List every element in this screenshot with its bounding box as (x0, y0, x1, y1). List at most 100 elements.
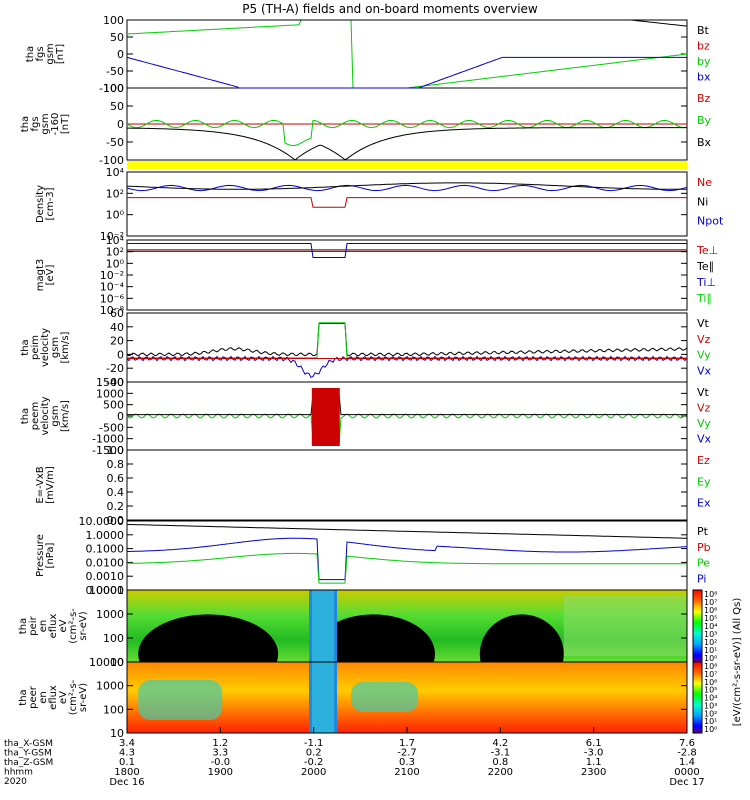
y-axis-label: tha (18, 618, 29, 634)
orbit-value: 4.3 (119, 748, 135, 759)
y-axis-label: [nT] (55, 44, 66, 64)
pressure-pe-trace (126, 552, 687, 584)
colorbar-tick-label: 10⁰ (704, 725, 717, 734)
legend-pb: Pb (697, 541, 711, 554)
pressure-pt-trace (127, 524, 688, 539)
colorbar-tick-label: 10³ (704, 630, 717, 639)
spectrogram-gap-core (312, 590, 334, 662)
orbit-row-label: tha_Z-GSM (4, 758, 53, 768)
y-tick-label: 10⁻² (100, 230, 124, 243)
legend-pt: Pt (697, 525, 709, 538)
y-tick-label: 10⁰ (106, 209, 125, 222)
y-tick-label: 0 (117, 410, 124, 423)
y-tick-label: 20 (110, 335, 124, 348)
y-tick-label: -40 (106, 376, 124, 389)
y-axis-label: sr-eV) (78, 611, 89, 640)
y-tick-label: 60 (110, 307, 124, 320)
y-tick-label: 10⁻² (100, 269, 124, 282)
orbit-value: -0.2 (304, 757, 324, 768)
colorbar-tick-label: 10² (704, 709, 717, 718)
y-axis-label: [km/s] (60, 400, 71, 432)
colorbar-tick-label: 10⁵ (704, 614, 717, 623)
y-axis-label: [km/s] (60, 331, 71, 363)
orbit-row-label: tha_Y-GSM (4, 749, 52, 759)
y-tick-label: 1000 (96, 608, 124, 621)
orbit-value: -2.8 (677, 748, 697, 759)
x-tick-label: 0000 (674, 767, 699, 778)
fgs-by-trace (126, 19, 688, 89)
y-axis-label: tha (20, 339, 31, 355)
y-axis-label: eV (58, 619, 69, 632)
y-tick-label: 0.4 (107, 486, 125, 499)
orbit-value: 0.3 (399, 757, 415, 768)
panel-fgs: 100 50 0 -50 -100 tha fgs gsm [nT] Bt bz by bx (25, 14, 711, 95)
legend-vx: Vx (697, 364, 712, 377)
colorbar-tick-label: 10⁸ (704, 662, 717, 671)
y-tick-label: 10⁻⁴ (100, 281, 125, 294)
y-axis-label: eflux (48, 614, 59, 639)
y-tick-label: 100 (103, 703, 124, 716)
y-tick-label: 10⁻⁶ (100, 292, 125, 305)
colorbar: 10⁸10⁷10⁶10⁵10⁴10³10²10¹10⁰10⁸10⁷10⁶10⁵1… (692, 589, 743, 734)
y-tick-label: 10⁰ (106, 257, 125, 270)
colorbar-tick-label: 10³ (704, 701, 717, 710)
orbit-row-label: hhmm (4, 768, 33, 778)
orbit-value: 0.1 (119, 757, 135, 768)
legend-te∥: Te∥ (696, 260, 714, 273)
legend-bz: bz (697, 40, 710, 53)
y-tick-label: 50 (110, 31, 124, 44)
fgs-hp-bx-trace (127, 127, 687, 161)
y-tick-label: -20 (106, 362, 124, 375)
panel-density: 10⁴ 10² 10⁰ 10⁻² Density [cm-3] Ne Ni Npot (35, 166, 724, 243)
legend-vy: Vy (697, 417, 711, 430)
y-tick-label: 10⁻⁸ (100, 304, 125, 317)
legend-ex: Ex (697, 497, 711, 510)
x-tick-label: 2000 (301, 767, 326, 778)
legend-vt: Vt (697, 317, 710, 330)
y-axis-label: [eV] (45, 265, 56, 286)
orbit-value: 1.1 (586, 757, 602, 768)
y-tick-label: 40 (110, 321, 124, 334)
x-date-label: Dec 16 (109, 777, 144, 788)
y-tick-label: 1.0 (107, 444, 125, 457)
y-axis-label: gsm (50, 337, 61, 358)
y-tick-label: -100 (99, 154, 124, 167)
peim-vx-trace (126, 355, 688, 379)
x-tick-label: 2200 (488, 767, 513, 778)
legend-ez: Ez (697, 454, 710, 467)
colorbar-tick-label: 10⁴ (704, 622, 717, 631)
y-axis-label: Pressure (35, 534, 46, 577)
y-tick-label: -500 (99, 421, 124, 434)
y-tick-label: 0.2 (107, 500, 125, 513)
y-axis-label: peim (30, 335, 41, 360)
x-tick-label: 1800 (114, 767, 139, 778)
y-tick-label: 0.8 (107, 458, 125, 471)
y-tick-label: 0.1000 (86, 543, 125, 556)
y-tick-label: 100 (103, 14, 124, 27)
peem-vz-burst (311, 388, 340, 446)
spectrogram-band (563, 596, 687, 656)
peim-vy-trace (127, 322, 687, 359)
colorbar-strip (692, 589, 703, 663)
panel-peer: 10000 1000 100 10 tha peer en eflux eV (cm²-s-sr-… (18, 656, 688, 740)
y-axis-label: tha (20, 408, 31, 424)
y-tick-label: -50 (106, 136, 124, 149)
y-tick-label: 0 (117, 48, 124, 61)
legend-ti∥: Ti∥ (696, 292, 712, 305)
y-tick-label: 0.0 (107, 514, 125, 527)
colorbar-tick-label: 10² (704, 638, 717, 647)
y-axis-label: [cm-3] (45, 187, 56, 220)
y-axis-label: fgs (30, 116, 41, 131)
y-tick-label: 0.0010 (86, 570, 125, 583)
legend-vz: Vz (697, 333, 711, 346)
y-axis-label: gsm (40, 113, 51, 134)
colorbar-tick-label: 10¹ (704, 717, 717, 726)
orbit-value: 0.2 (306, 748, 322, 759)
x-tick-label: 2300 (581, 767, 606, 778)
legend-bx: bx (697, 71, 711, 84)
orbit-value: 4.2 (492, 738, 508, 749)
y-axis-label: gsm (50, 405, 61, 426)
y-tick-label: -1500 (92, 444, 124, 457)
fgs-hp-by-trace (126, 119, 688, 147)
